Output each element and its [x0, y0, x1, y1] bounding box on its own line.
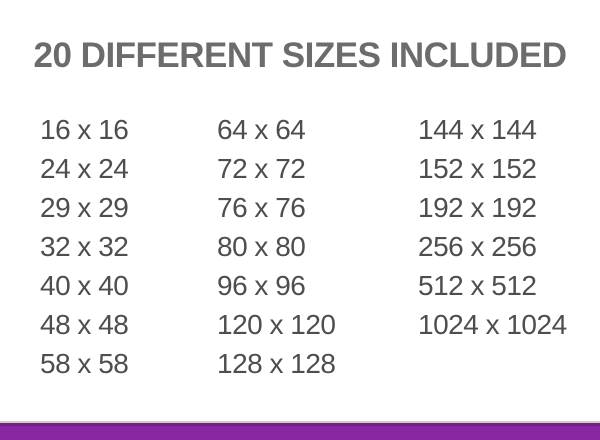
footer-accent-bar — [0, 421, 600, 440]
size-item: 40 x 40 — [40, 270, 129, 301]
size-item: 192 x 192 — [418, 192, 537, 223]
sizes-column-1: 16 x 16 24 x 24 29 x 29 32 x 32 40 x 40 … — [40, 110, 129, 383]
size-item: 72 x 72 — [217, 153, 306, 184]
size-item: 29 x 29 — [40, 192, 129, 223]
size-item: 80 x 80 — [217, 231, 306, 262]
size-item: 144 x 144 — [418, 114, 537, 145]
size-item: 76 x 76 — [217, 192, 306, 223]
size-item: 120 x 120 — [217, 309, 336, 340]
size-item: 16 x 16 — [40, 114, 129, 145]
size-item: 24 x 24 — [40, 153, 129, 184]
sizes-column-2: 64 x 64 72 x 72 76 x 76 80 x 80 96 x 96 … — [217, 110, 336, 383]
sizes-column-3: 144 x 144 152 x 152 192 x 192 256 x 256 … — [418, 110, 567, 344]
size-item: 256 x 256 — [418, 231, 537, 262]
size-item: 48 x 48 — [40, 309, 129, 340]
size-item: 152 x 152 — [418, 153, 537, 184]
size-item: 96 x 96 — [217, 270, 306, 301]
page-title: 20 DIFFERENT SIZES INCLUDED — [33, 36, 567, 75]
size-item: 64 x 64 — [217, 114, 306, 145]
size-item: 128 x 128 — [217, 348, 336, 379]
size-item: 58 x 58 — [40, 348, 129, 379]
size-item: 32 x 32 — [40, 231, 129, 262]
size-item: 1024 x 1024 — [418, 309, 567, 340]
size-item: 512 x 512 — [418, 270, 537, 301]
